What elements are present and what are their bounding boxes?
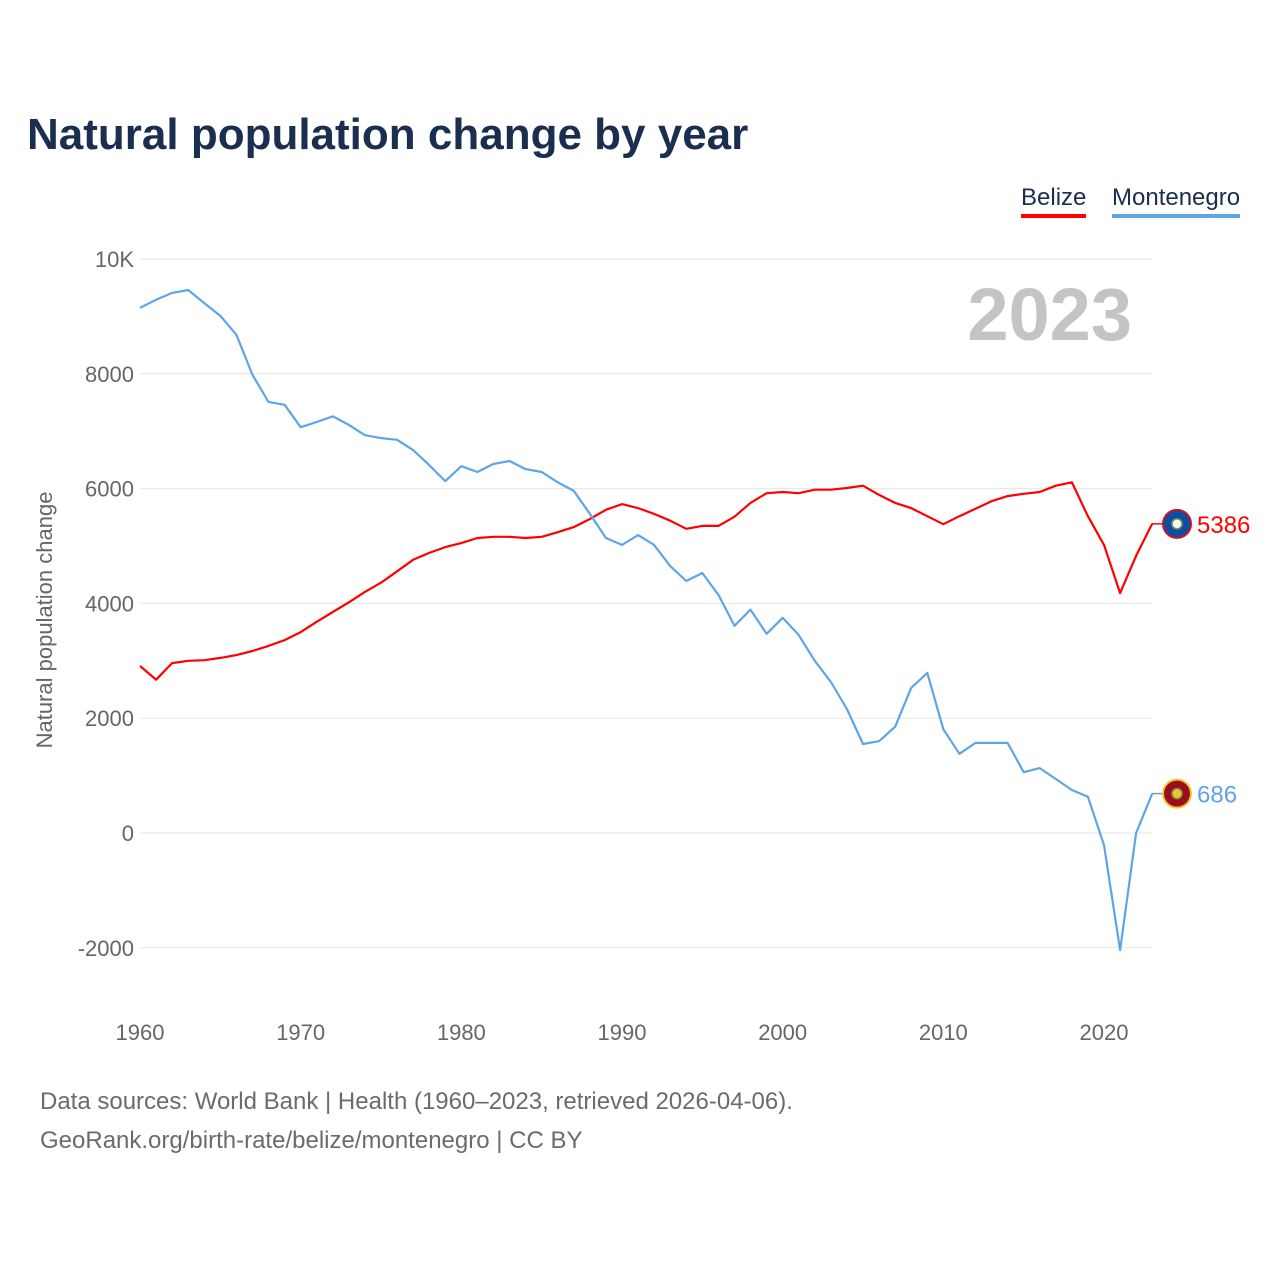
x-tick-label: 2020 bbox=[1080, 1020, 1129, 1045]
footer-attribution[interactable]: GeoRank.org/birth-rate/belize/montenegro… bbox=[40, 1127, 583, 1154]
y-tick-label: 2000 bbox=[85, 706, 134, 731]
x-tick-label: 1980 bbox=[437, 1020, 486, 1045]
y-axis-label: Natural population change bbox=[32, 492, 57, 749]
flag-belize-icon bbox=[1162, 508, 1192, 539]
x-tick-label: 1960 bbox=[116, 1020, 165, 1045]
y-tick-label: 8000 bbox=[85, 362, 134, 387]
end-value-label: 686 bbox=[1197, 782, 1237, 809]
legend-item-belize[interactable]: Belize bbox=[1021, 184, 1087, 218]
y-tick-label: -2000 bbox=[78, 936, 134, 961]
x-tick-label: 2000 bbox=[758, 1020, 807, 1045]
footer-sources: Data sources: World Bank | Health (1960–… bbox=[40, 1088, 793, 1115]
chart-title: Natural population change by year bbox=[27, 110, 749, 159]
end-value-label: 5386 bbox=[1197, 512, 1250, 539]
x-tick-label: 2010 bbox=[919, 1020, 968, 1045]
x-tick-label: 1990 bbox=[598, 1020, 647, 1045]
series-line-belize bbox=[139, 481, 1154, 681]
series-line-montenegro bbox=[139, 288, 1154, 952]
current-year-label: 2023 bbox=[967, 273, 1132, 356]
y-tick-label: 6000 bbox=[85, 477, 134, 502]
x-tick-label: 1970 bbox=[276, 1020, 325, 1045]
legend-item-montenegro[interactable]: Montenegro bbox=[1112, 184, 1241, 218]
y-tick-label: 0 bbox=[122, 821, 134, 846]
flag-montenegro-icon bbox=[1162, 778, 1192, 809]
y-tick-label: 10K bbox=[95, 247, 134, 272]
y-tick-label: 4000 bbox=[85, 591, 134, 616]
